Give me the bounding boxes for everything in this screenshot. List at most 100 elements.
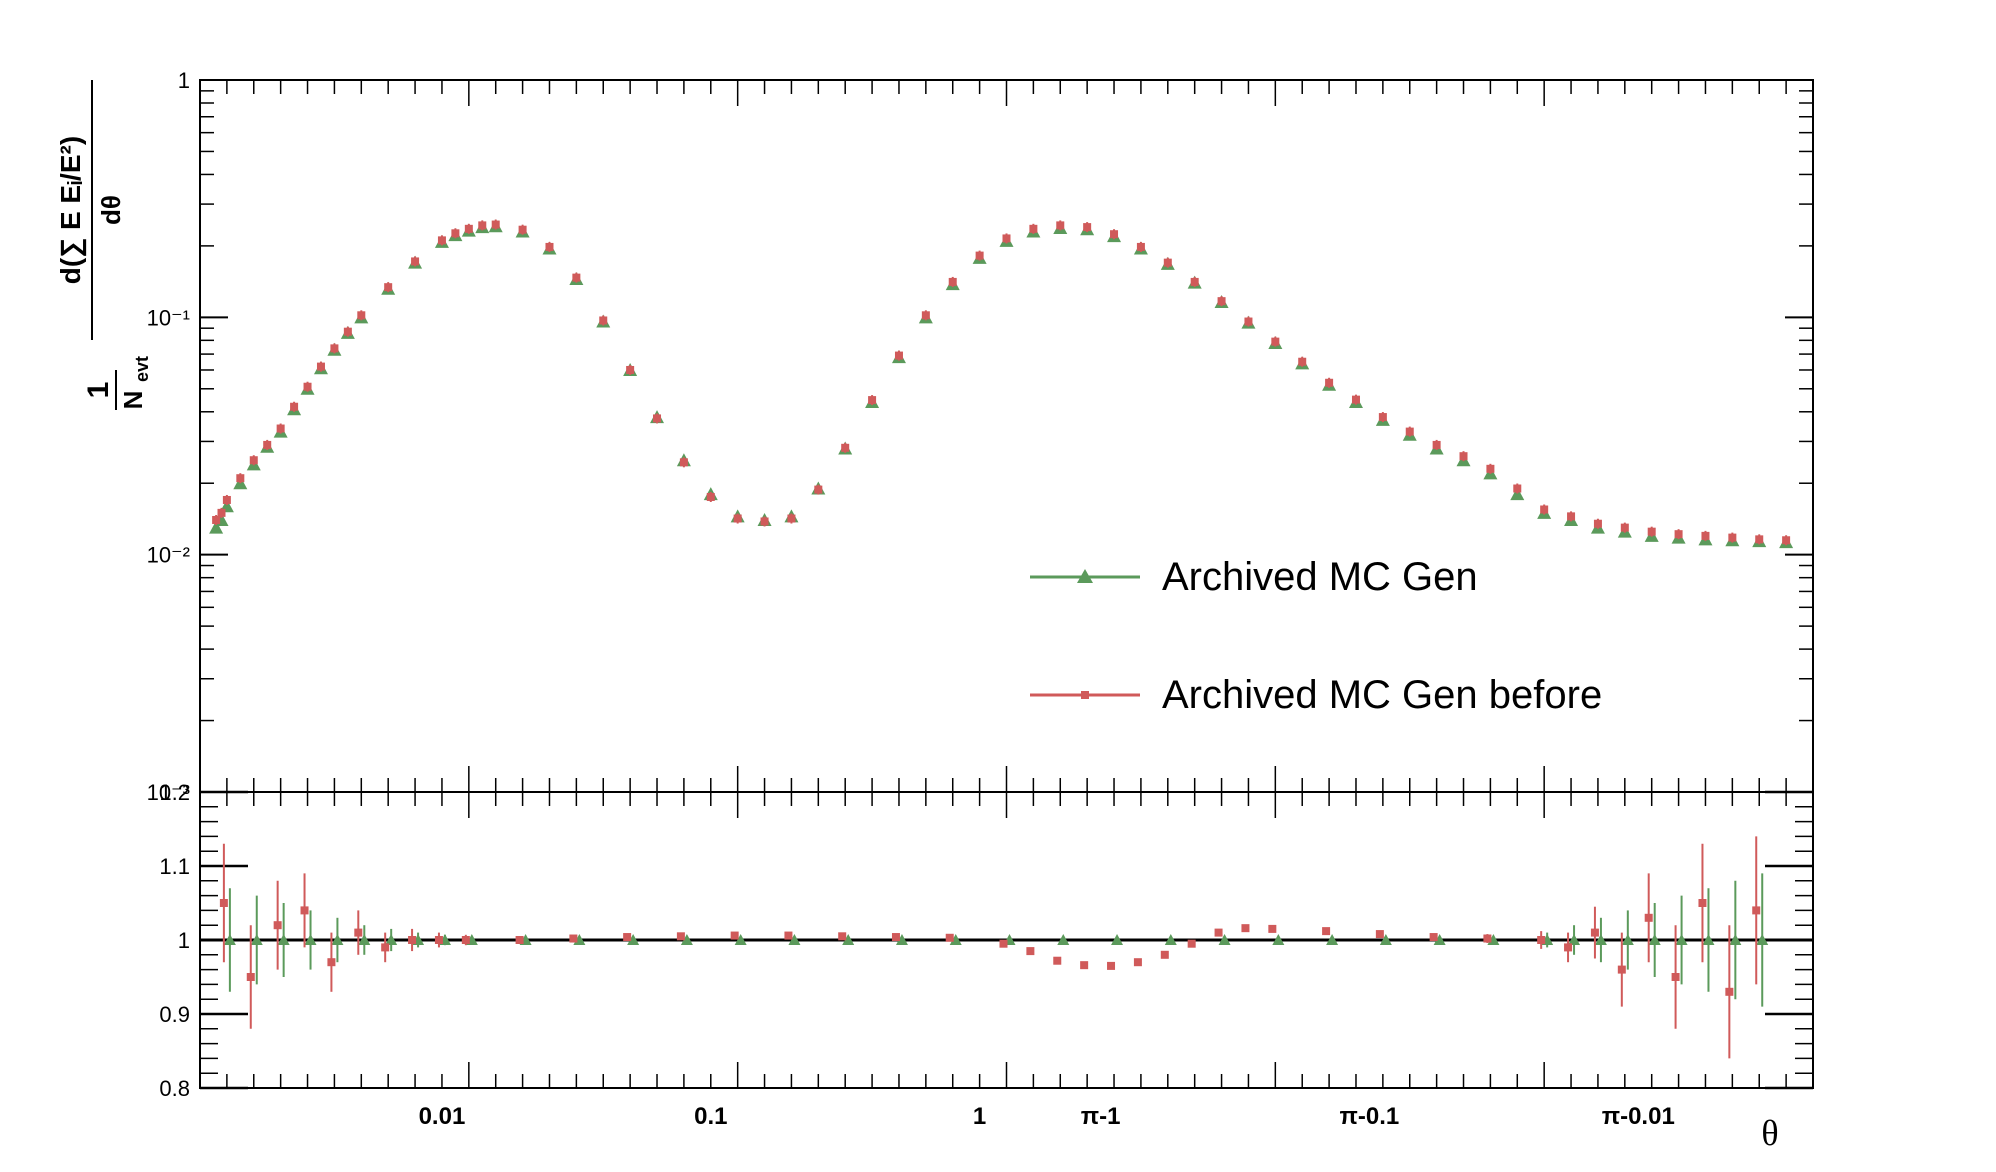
data-point-square (706, 492, 715, 501)
x-tick-label: π-0.01 (1602, 1103, 1675, 1130)
data-point-square (1593, 519, 1602, 528)
y-axis-title: 1 N evt d(∑ E Eᵢ/E²) dθ (55, 80, 152, 410)
ratio-point-square (730, 931, 739, 940)
ratio-point-square (1752, 906, 1761, 915)
ratio-point-square (1564, 943, 1573, 952)
data-point-square (1271, 337, 1280, 346)
ratio-point-square (1026, 947, 1035, 956)
data-point-square (1567, 512, 1576, 521)
ratio-point-square (1053, 956, 1062, 965)
data-point-square (212, 515, 221, 524)
data-point-square (760, 517, 769, 526)
ratio-point-square (623, 933, 632, 942)
legend-marker-square (1081, 691, 1089, 699)
ratio-point-triangle (1594, 934, 1607, 945)
ratio-point-triangle (1702, 934, 1715, 945)
top-y-tick-label: 1 (178, 68, 190, 93)
data-point-square (679, 458, 688, 467)
ratio-point-triangle (1729, 934, 1742, 945)
ratio-point-triangle (331, 934, 344, 945)
ratio-point-triangle (1218, 934, 1231, 945)
ratio-point-square (784, 931, 793, 940)
data-point-square (249, 456, 258, 465)
data-point-triangle (209, 520, 224, 534)
data-point-square (733, 514, 742, 523)
ratio-point-square (354, 928, 363, 937)
ratio-point-triangle (1648, 934, 1661, 945)
y-axis-prefix-den-sub: evt (132, 356, 152, 382)
ratio-point-triangle (895, 934, 908, 945)
top-series-group (209, 219, 1794, 549)
ratio-point-square (1698, 899, 1707, 907)
x-tick-label: 1 (973, 1103, 986, 1130)
ratio-point-square (434, 936, 443, 944)
bottom-series-group (219, 836, 1769, 1059)
data-point-square (894, 351, 903, 360)
ratio-point-square (1214, 928, 1223, 937)
data-point-square (1755, 535, 1764, 544)
ratio-point-square (219, 899, 228, 907)
data-point-square (626, 365, 635, 374)
ratio-point-square (676, 932, 685, 941)
data-point-square (1405, 427, 1414, 436)
bottom-x-ticks: 0.01 0.1 1 π-1 π-0.1 π-0.01 (226, 792, 1814, 1130)
data-point-square (451, 229, 460, 238)
ratio-point-triangle (250, 934, 263, 945)
data-point-square (343, 327, 352, 336)
ratio-point-triangle (1057, 934, 1070, 945)
data-point-triangle (1510, 487, 1525, 501)
data-point-square (276, 424, 285, 433)
ratio-point-triangle (358, 934, 371, 945)
x-tick-label: π-0.1 (1340, 1103, 1400, 1130)
data-point-square (599, 316, 608, 325)
data-point-square (290, 402, 299, 411)
ratio-point-triangle (277, 934, 290, 945)
ratio-point-square (515, 936, 524, 944)
bottom-y-tick-label: 1 (178, 928, 190, 953)
ratio-point-square (999, 939, 1008, 948)
data-point-square (303, 382, 312, 391)
data-point-square (1459, 452, 1468, 461)
ratio-point-triangle (223, 934, 236, 945)
data-point-square (1486, 464, 1495, 473)
ratio-point-square (1671, 973, 1680, 981)
data-point-square (1351, 395, 1360, 404)
ratio-point-triangle (1111, 934, 1124, 945)
ratio-point-square (1322, 927, 1331, 936)
ratio-point-square (408, 936, 417, 944)
data-point-square (1620, 523, 1629, 532)
data-point-square (814, 485, 823, 494)
data-point-square (787, 514, 796, 523)
ratio-point-triangle (1272, 934, 1285, 945)
ratio-point-triangle (788, 934, 801, 945)
data-point-square (222, 495, 231, 504)
x-tick-label: π-1 (1081, 1103, 1121, 1130)
ratio-point-square (1537, 936, 1546, 944)
ratio-point-triangle (385, 934, 398, 945)
ratio-point-square (569, 934, 578, 943)
ratio-point-triangle (1326, 934, 1339, 945)
data-point-square (1136, 242, 1145, 251)
data-point-square (1244, 317, 1253, 326)
y-axis-denominator: dθ (96, 195, 126, 225)
ratio-point-square (838, 932, 847, 941)
ratio-point-square (1160, 950, 1169, 959)
legend-marker-triangle (1077, 569, 1093, 583)
data-point-square (330, 344, 339, 353)
ratio-point-square (1644, 913, 1653, 922)
data-point-square (1056, 221, 1065, 230)
data-point-square (1298, 357, 1307, 366)
data-point-square (1647, 527, 1656, 536)
data-point-square (1163, 258, 1172, 267)
data-point-square (263, 440, 272, 449)
x-tick-label: 0.1 (694, 1103, 727, 1130)
data-point-square (975, 251, 984, 260)
ratio-point-triangle (1164, 934, 1177, 945)
ratio-point-square (945, 933, 954, 942)
bottom-y-tick-label: 1.1 (159, 854, 190, 879)
data-point-square (1728, 533, 1737, 542)
ratio-point-square (1617, 965, 1626, 974)
ratio-point-triangle (842, 934, 855, 945)
x-axis-title: θ (1761, 1113, 1778, 1153)
